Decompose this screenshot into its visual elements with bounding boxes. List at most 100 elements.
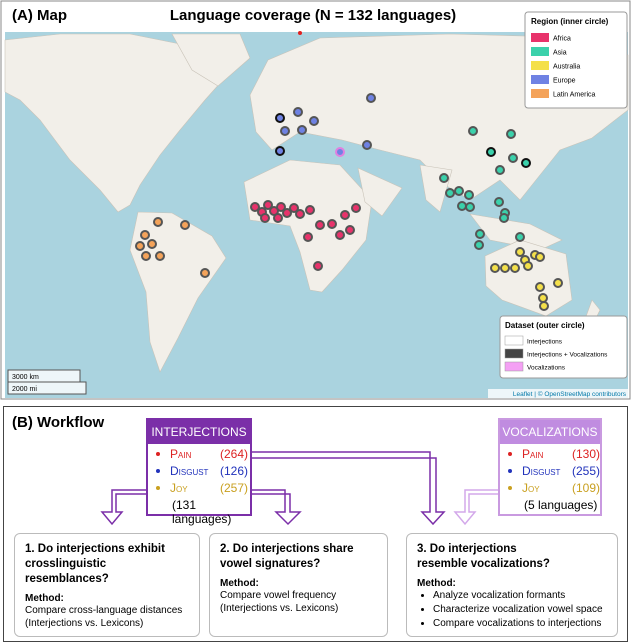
language-dot: [553, 278, 563, 288]
language-dot: [153, 217, 163, 227]
language-dot: [362, 140, 372, 150]
language-dot: [335, 147, 345, 157]
question-title: crosslinguistic resemblances?: [25, 558, 109, 585]
attribution-bg: [488, 389, 628, 398]
language-dot: [494, 197, 504, 207]
language-dot: [200, 268, 210, 278]
language-dot: [351, 203, 361, 213]
emotion-row: Joy (109): [508, 481, 600, 495]
language-dot: [521, 158, 531, 168]
language-dot: [454, 186, 464, 196]
question-box: 3. Do interjections resemble vocalizatio…: [406, 533, 618, 637]
language-dot: [500, 263, 510, 273]
question-title: 1. Do interjections exhibit: [25, 543, 165, 555]
legend-label: Africa: [553, 36, 571, 43]
legend-label: Asia: [553, 50, 567, 57]
emotion: Pain: [522, 447, 544, 461]
language-dot: [499, 213, 509, 223]
scale-bar: [7, 381, 87, 395]
marker: [298, 31, 302, 35]
bullet: [156, 452, 160, 456]
bullet: [156, 469, 160, 473]
language-dot: [305, 205, 315, 215]
language-dot: [263, 200, 273, 210]
dataset-title: INTERJECTIONS: [148, 420, 250, 444]
language-dot: [280, 126, 290, 136]
language-dot: [276, 202, 286, 212]
language-dot: [297, 125, 307, 135]
language-dot: [140, 230, 150, 240]
language-dot: [260, 213, 270, 223]
bullet: [508, 469, 512, 473]
language-dot: [147, 239, 157, 249]
language-dot: [313, 261, 323, 271]
language-dot: [309, 116, 319, 126]
count: (109): [571, 481, 600, 495]
legend-swatch: [531, 47, 549, 56]
method-line: (Interjections vs. Lexicons): [25, 618, 144, 629]
question-title: 2. Do interjections share: [220, 543, 354, 555]
question-title: resemble vocalizations?: [417, 558, 550, 570]
legend-swatch: [531, 75, 549, 84]
language-dot: [366, 93, 376, 103]
language-dot: [457, 201, 467, 211]
dataset-items: Interjections Interjections + Vocalizatio…: [504, 335, 608, 372]
language-dots: [135, 93, 563, 311]
legend-label: Interjections: [527, 339, 563, 346]
language-dot: [289, 203, 299, 213]
language-dot: [439, 173, 449, 183]
language-dot: [538, 293, 548, 303]
language-dot: [495, 165, 505, 175]
language-dot: [515, 232, 525, 242]
emotion: Joy: [170, 481, 188, 495]
language-dot: [345, 225, 355, 235]
language-dot: [515, 247, 525, 257]
language-dot: [295, 209, 305, 219]
panel-label: (B) Workflow: [12, 414, 105, 431]
panel-label: (A) Map: [12, 7, 67, 24]
language-dot: [275, 113, 285, 123]
map-panel: (A) Map Language coverage (N = 132 langu…: [0, 0, 631, 400]
emotion-row: Pain (264): [156, 447, 250, 461]
language-dot: [539, 301, 549, 311]
language-dot: [327, 219, 337, 229]
language-dot: [510, 263, 520, 273]
language-dot: [303, 232, 313, 242]
legend-swatch: [531, 61, 549, 70]
method-label: Method:: [417, 578, 456, 589]
region-items: Africa Asia Australia Europe Latin America: [531, 33, 596, 99]
language-dot: [273, 213, 283, 223]
language-dot: [464, 190, 474, 200]
emotion: Disgust: [522, 464, 561, 478]
language-dot: [293, 107, 303, 117]
method-line: (Interjections vs. Lexicons): [220, 603, 339, 614]
language-dot: [180, 220, 190, 230]
legend-swatch: [531, 33, 549, 42]
legend-label: Vocalizations: [527, 365, 566, 372]
legend-label: Interjections + Vocalizations: [527, 352, 608, 359]
dataset-note: (5 languages): [524, 498, 598, 512]
language-dot: [535, 252, 545, 262]
dataset-legend: [499, 315, 628, 379]
bullet: [156, 486, 160, 490]
bullet: [508, 452, 512, 456]
language-dot: [486, 147, 496, 157]
method-label: Method:: [25, 593, 64, 604]
emotion-row: Disgust (126): [156, 464, 250, 478]
emotion: Joy: [522, 481, 540, 495]
scale-label: 3000 km: [12, 374, 39, 381]
emotion: Pain: [170, 447, 192, 461]
legend-title: Region (inner circle): [531, 17, 609, 26]
dataset-box: INTERJECTIONS Pain (264) Disgust (126) Joy…: [146, 418, 252, 526]
language-dot: [535, 282, 545, 292]
method-item: Analyze vocalization formants: [433, 589, 607, 603]
attribution: Leaflet | © OpenStreetMap contributors: [513, 390, 627, 398]
language-dot: [445, 188, 455, 198]
question-box: 1. Do interjections exhibit crosslinguis…: [14, 533, 200, 637]
language-dot: [315, 220, 325, 230]
map-title: Language coverage (N = 132 languages): [170, 7, 456, 24]
count: (257): [220, 481, 249, 495]
emotion-row: Joy (257): [156, 481, 250, 495]
method-line: Compare cross-language distances: [25, 605, 183, 616]
language-dot: [141, 251, 151, 261]
